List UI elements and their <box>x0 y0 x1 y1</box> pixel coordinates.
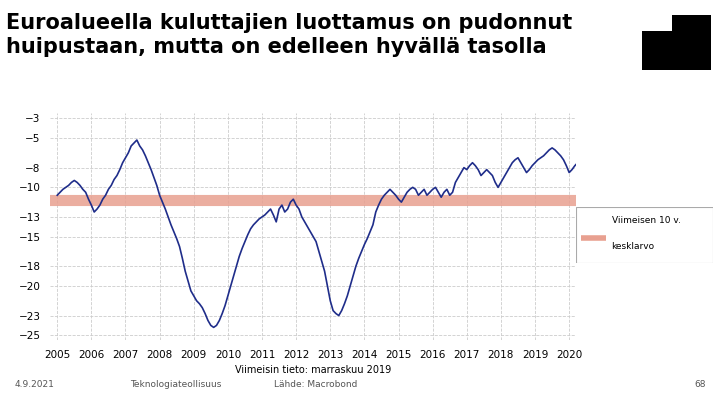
FancyBboxPatch shape <box>642 15 711 70</box>
Text: 68: 68 <box>694 380 706 389</box>
X-axis label: Viimeisin tieto: marraskuu 2019: Viimeisin tieto: marraskuu 2019 <box>235 365 392 375</box>
Text: Lähde: Macrobond: Lähde: Macrobond <box>274 380 357 389</box>
FancyBboxPatch shape <box>576 207 713 263</box>
Text: Euroalueella kuluttajien luottamus on pudonnut
huipustaan, mutta on edelleen hyv: Euroalueella kuluttajien luottamus on pu… <box>6 13 572 57</box>
Text: Viimeisen 10 v.: Viimeisen 10 v. <box>611 216 680 225</box>
Text: 4.9.2021: 4.9.2021 <box>14 380 54 389</box>
Text: Teknologiateollisuus: Teknologiateollisuus <box>130 380 221 389</box>
FancyBboxPatch shape <box>642 15 672 31</box>
Text: kesklarvo: kesklarvo <box>611 242 654 251</box>
